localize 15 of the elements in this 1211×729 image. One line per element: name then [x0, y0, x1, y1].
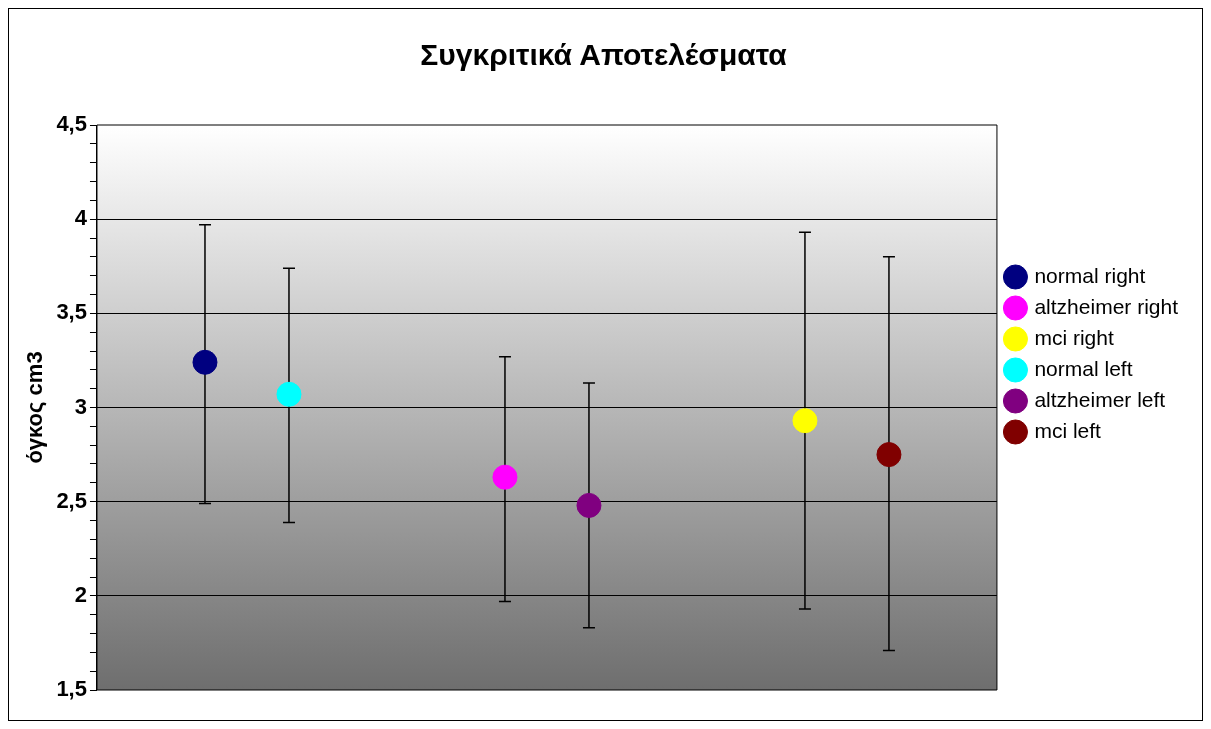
legend-label: altzheimer left	[1034, 387, 1166, 411]
legend-label: mci right	[1034, 325, 1114, 349]
y-tick-label: 2,5	[56, 487, 87, 513]
legend-label: mci left	[1034, 418, 1102, 442]
y-axis-title: όγκος cm3	[22, 351, 48, 464]
chart-title: Συγκριτικά Αποτελέσματα	[420, 38, 788, 72]
y-tick-label: 4	[74, 205, 88, 231]
legend-label: normal left	[1034, 356, 1133, 380]
y-tick-label: 3	[74, 393, 87, 419]
y-tick-label: 3,5	[56, 299, 87, 325]
y-tick-label: 1,5	[56, 676, 87, 702]
legend-label: altzheimer right	[1034, 294, 1179, 318]
y-tick-label: 4,5	[56, 111, 87, 137]
y-tick-label: 2	[74, 581, 87, 607]
legend-label: normal right	[1034, 263, 1146, 287]
